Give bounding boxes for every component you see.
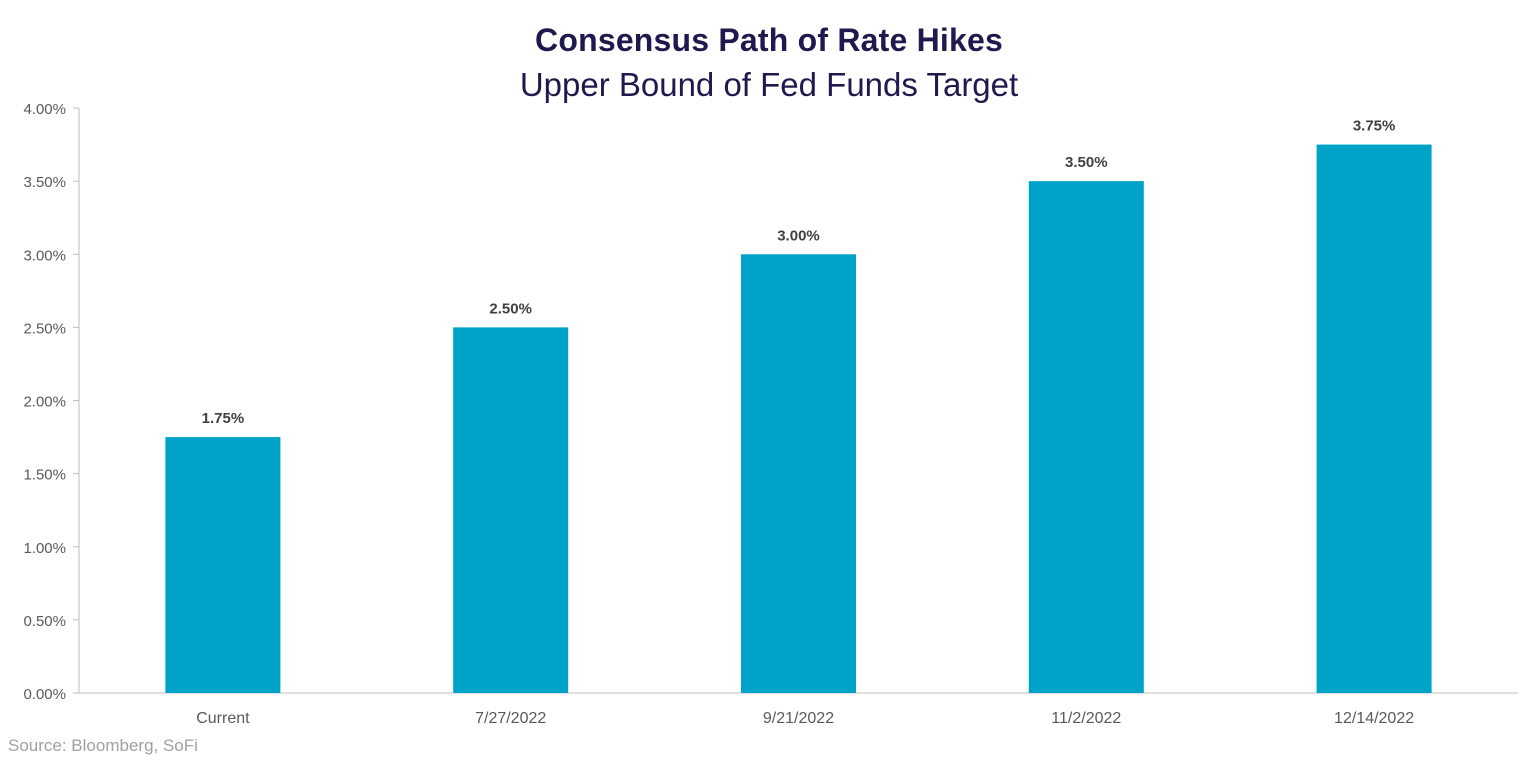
x-tick-label: 7/27/2022 xyxy=(475,710,546,727)
bar xyxy=(165,437,281,693)
x-tick-label: 9/21/2022 xyxy=(763,710,834,727)
y-tick-label: 2.00% xyxy=(23,394,66,411)
bars xyxy=(165,144,1432,693)
y-tick-label: 4.00% xyxy=(23,101,66,118)
data-label: 3.00% xyxy=(777,227,820,244)
data-label: 3.50% xyxy=(1065,154,1108,171)
x-tick-label: 11/2/2022 xyxy=(1051,710,1121,727)
data-labels: 1.75% 2.50% 3.00% 3.50% 3.75% xyxy=(202,118,1396,428)
y-tick-label: 2.50% xyxy=(23,320,66,337)
data-label: 1.75% xyxy=(202,410,245,427)
bar xyxy=(741,254,856,693)
y-tick-label: 0.00% xyxy=(23,686,66,703)
bar xyxy=(453,327,569,693)
y-tick-label: 3.50% xyxy=(23,174,66,191)
y-tick-label: 1.50% xyxy=(23,467,66,484)
source-note: Source: Bloomberg, SoFi xyxy=(8,736,198,755)
chart-subtitle: Upper Bound of Fed Funds Target xyxy=(519,66,1019,103)
data-label: 3.75% xyxy=(1353,118,1396,135)
y-axis: 0.00% 0.50% 1.00% 1.50% 2.00% 2.50% 3.00% 3.50%… xyxy=(23,101,80,703)
chart-title: Consensus Path of Rate Hikes xyxy=(535,22,1003,58)
bar xyxy=(1316,144,1432,693)
data-label: 2.50% xyxy=(489,300,532,317)
y-tick-label: 1.00% xyxy=(23,540,66,557)
y-tick-label: 3.00% xyxy=(23,247,66,264)
x-tick-label: 12/14/2022 xyxy=(1334,710,1414,727)
y-tick-label: 0.50% xyxy=(23,613,66,630)
x-tick-label: Current xyxy=(196,710,250,727)
x-axis: Current 7/27/2022 9/21/2022 11/2/2022 12/14/… xyxy=(79,692,1518,727)
bar xyxy=(1028,181,1144,693)
